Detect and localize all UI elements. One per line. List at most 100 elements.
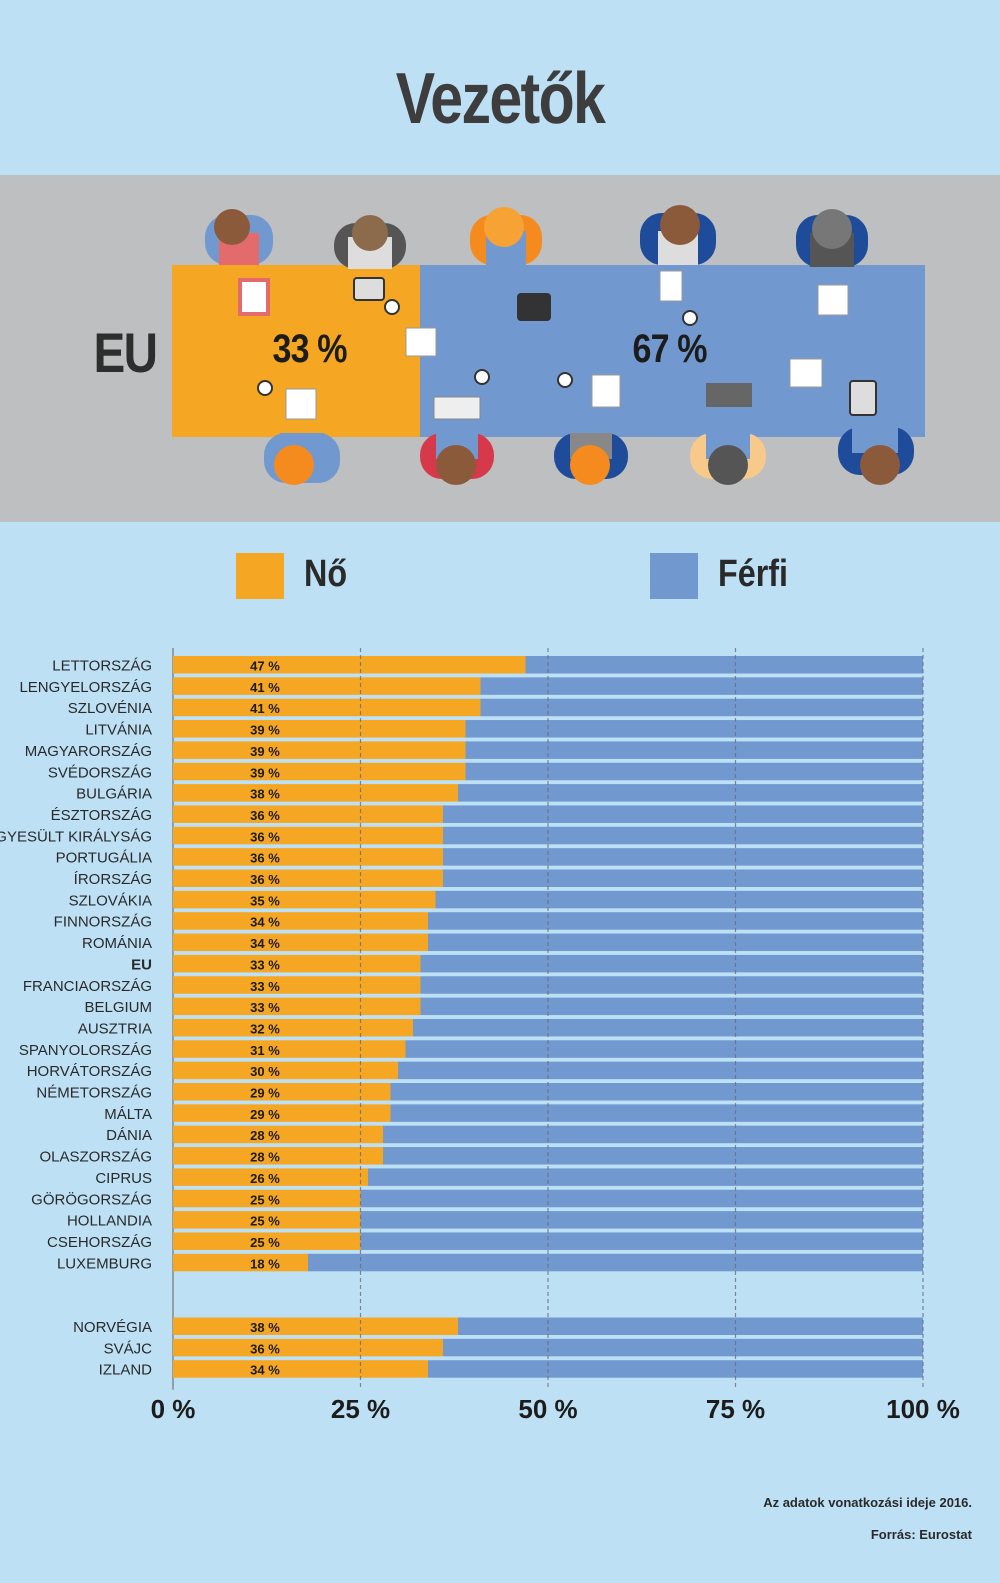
bar-female	[173, 1253, 308, 1272]
tablet-icon	[517, 293, 551, 321]
category-label: ROMÁNIA	[82, 935, 152, 952]
bar-female	[173, 784, 458, 802]
bar-female	[173, 933, 428, 952]
value-label: 25 %	[250, 1192, 280, 1207]
category-label: EGYESÜLT KIRÁLYSÁG	[0, 827, 152, 845]
tablet-icon	[849, 380, 877, 416]
bar-male	[428, 1360, 923, 1378]
x-tick-label: 75 %	[706, 1394, 765, 1424]
category-label: LITVÁNIA	[85, 722, 152, 739]
bar-female	[173, 1360, 428, 1378]
value-label: 36 %	[250, 1341, 280, 1356]
eu-summary-panel: 33 % 67 %	[0, 175, 1000, 522]
eu-summary-label: EU	[93, 321, 158, 384]
bar-male	[458, 784, 923, 802]
category-label: PORTUGÁLIA	[56, 850, 152, 867]
bar-male	[383, 1125, 923, 1144]
value-label: 36 %	[250, 829, 280, 844]
bar-male	[308, 1253, 923, 1272]
category-label: ÍRORSZÁG	[74, 871, 152, 888]
coffee-cup-icon	[384, 299, 400, 315]
bar-male	[480, 677, 923, 695]
bar-female	[173, 741, 466, 759]
document-icon	[817, 284, 849, 316]
bar-male	[443, 826, 923, 845]
category-label: HOLLANDIA	[67, 1213, 152, 1230]
category-label: CSEHORSZÁG	[47, 1234, 152, 1251]
value-label: 41 %	[250, 701, 280, 716]
bar-male	[420, 976, 923, 994]
category-label: NORVÉGIA	[73, 1319, 152, 1336]
person-icon	[470, 207, 542, 265]
bar-male	[465, 741, 923, 759]
value-label: 28 %	[250, 1128, 280, 1143]
value-label: 32 %	[250, 1021, 280, 1036]
bar-male	[443, 848, 923, 866]
legend-swatch-male	[650, 553, 698, 599]
bar-female	[173, 1317, 458, 1335]
bar-female	[173, 1168, 368, 1186]
category-label: CIPRUS	[95, 1170, 152, 1187]
bar-female	[173, 1232, 361, 1250]
value-label: 18 %	[250, 1256, 280, 1271]
value-label: 34 %	[250, 1363, 280, 1378]
value-label: 33 %	[250, 1000, 280, 1015]
value-label: 47 %	[250, 659, 280, 674]
coffee-cup-icon	[257, 380, 273, 396]
value-label: 38 %	[250, 1320, 280, 1335]
page-title: Vezetők	[395, 59, 606, 139]
laptop-icon	[433, 396, 481, 420]
bar-female	[173, 1104, 391, 1122]
legend-label-female: Nő	[304, 553, 348, 595]
bar-female	[173, 805, 443, 823]
category-label: BELGIUM	[84, 999, 152, 1016]
bar-female	[173, 1147, 383, 1165]
bar-male	[383, 1147, 923, 1165]
meeting-table-illustration	[172, 205, 925, 485]
bar-female	[173, 912, 428, 930]
category-label: HORVÁTORSZÁG	[27, 1063, 152, 1080]
notepad-icon	[238, 278, 270, 316]
value-label: 30 %	[250, 1064, 280, 1079]
bar-male	[428, 912, 923, 930]
bar-female	[173, 720, 466, 738]
category-label: SVÁJC	[104, 1340, 153, 1357]
category-label: NÉMETORSZÁG	[36, 1085, 152, 1102]
bar-male	[405, 1040, 923, 1058]
person-icon	[205, 209, 273, 265]
bar-male	[428, 933, 923, 952]
bar-female	[173, 1189, 361, 1208]
bar-male	[525, 656, 923, 674]
category-label: FRANCIAORSZÁG	[23, 978, 152, 995]
tablet-icon	[353, 277, 385, 301]
bar-female	[173, 677, 481, 695]
bar-male	[413, 1018, 923, 1037]
value-label: 25 %	[250, 1214, 280, 1229]
bar-male	[368, 1168, 923, 1186]
bar-male	[443, 805, 923, 823]
person-icon	[420, 433, 494, 485]
bar-female	[173, 976, 421, 994]
category-label: GÖRÖGORSZÁG	[31, 1190, 152, 1208]
document-icon	[789, 358, 823, 388]
bar-female	[173, 1125, 383, 1144]
bar-female	[173, 826, 443, 845]
x-tick-label: 0 %	[151, 1394, 196, 1424]
bar-male	[443, 1338, 923, 1357]
bar-male	[390, 1104, 923, 1122]
value-label: 25 %	[250, 1235, 280, 1250]
category-label: MÁLTA	[104, 1106, 152, 1123]
value-label: 39 %	[250, 765, 280, 780]
bar-male	[398, 1061, 923, 1080]
value-label: 29 %	[250, 1086, 280, 1101]
x-tick-label: 100 %	[886, 1394, 960, 1424]
document-icon	[405, 327, 437, 357]
person-icon	[554, 433, 628, 485]
category-label: FINNORSZÁG	[54, 914, 152, 931]
bar-male	[435, 890, 923, 909]
value-label: 36 %	[250, 808, 280, 823]
bar-male	[360, 1189, 923, 1208]
value-label: 36 %	[250, 851, 280, 866]
bar-male	[360, 1232, 923, 1250]
value-label: 33 %	[250, 957, 280, 972]
